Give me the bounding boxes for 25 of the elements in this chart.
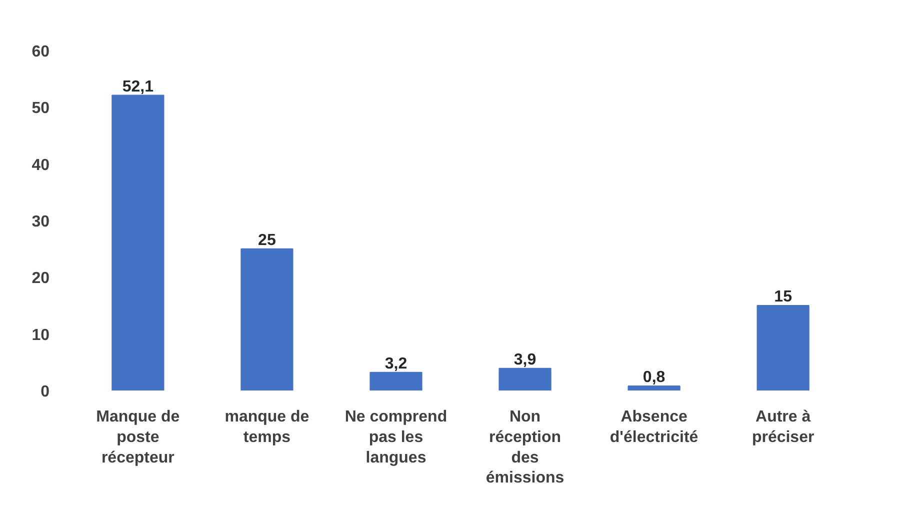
x-tick-label: manque de temps (224, 408, 310, 446)
y-tick-label: 20 (32, 270, 50, 288)
bar (756, 305, 810, 390)
data-label: 0,8 (642, 368, 666, 386)
y-tick-label: 40 (32, 156, 50, 174)
bar (112, 94, 164, 390)
y-tick-label: 10 (32, 326, 50, 344)
x-tick-label: Ne comprend pas les langues (344, 408, 448, 466)
y-tick-label: 30 (32, 214, 50, 230)
bar (498, 368, 552, 390)
data-label: 3,9 (514, 351, 536, 368)
bar (628, 385, 680, 390)
x-tick-label: Non réception des émissions (486, 408, 564, 487)
x-tick-label: Absence d'électricité (610, 408, 698, 446)
data-label: 15 (774, 288, 792, 306)
data-label: 25 (258, 232, 276, 249)
x-tick-label: Manque de poste récepteur (96, 408, 180, 466)
y-tick-label: 0 (40, 384, 50, 400)
y-tick-label: 60 (32, 44, 50, 60)
y-tick-label: 50 (32, 100, 50, 118)
data-label: 52,1 (122, 78, 154, 96)
x-tick-label: Autre à préciser (752, 408, 814, 446)
data-label: 3,2 (384, 355, 408, 372)
bar (240, 248, 294, 390)
bar (370, 372, 422, 390)
